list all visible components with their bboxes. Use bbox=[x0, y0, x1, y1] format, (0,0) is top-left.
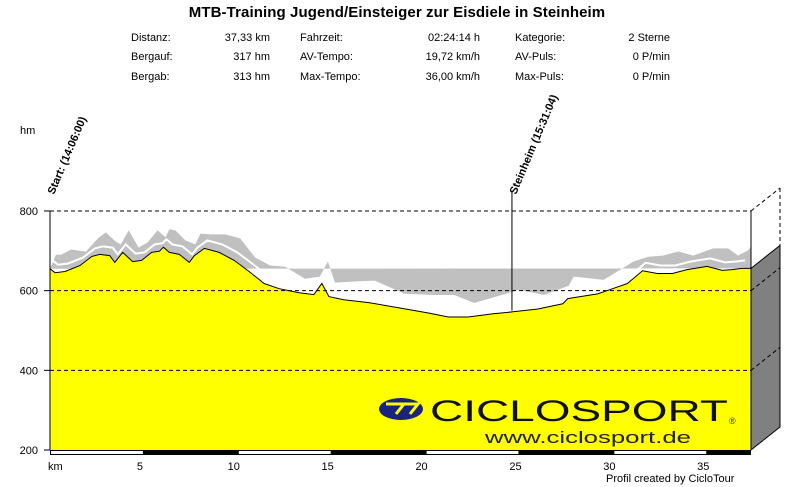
scale-bar-segment-35 bbox=[707, 451, 751, 454]
grid-line-side-800 bbox=[750, 187, 781, 212]
y-tick-label-800: 800 bbox=[20, 206, 38, 218]
stat-label-max-puls: Max-Puls: bbox=[515, 71, 564, 83]
stat-label-bergab: Bergab: bbox=[131, 71, 170, 83]
stat-label-kategorie: Kategorie: bbox=[515, 32, 566, 44]
chart-title: MTB-Training Jugend/Einsteiger zur Eisdi… bbox=[0, 4, 800, 21]
x-tick-label-15: 15 bbox=[322, 461, 334, 473]
y-tick-label-200: 200 bbox=[20, 445, 38, 457]
stat-value-bergauf: 317 hm bbox=[233, 51, 270, 63]
y-tick-label-400: 400 bbox=[20, 365, 38, 377]
scale-bar-segment-5 bbox=[143, 451, 238, 454]
scale-bar-segment-25 bbox=[519, 451, 614, 454]
x-axis-scale-bar bbox=[50, 450, 751, 455]
stat-label-bergauf: Bergauf: bbox=[131, 51, 173, 63]
stat-value-max-tempo: 36,00 km/h bbox=[425, 71, 480, 83]
stat-value-distanz: 37,33 km bbox=[224, 32, 270, 44]
scale-bar-segment-30 bbox=[614, 451, 707, 454]
chart-3d-side-face bbox=[750, 244, 781, 452]
x-tick-label-30: 30 bbox=[603, 461, 615, 473]
scale-bar-segment-15 bbox=[331, 451, 426, 454]
logo-url-text: www.ciclosport.de bbox=[483, 428, 691, 447]
logo-brand-text: CICLOSPORT bbox=[430, 395, 728, 428]
mountain-snow-line bbox=[52, 237, 746, 310]
stat-value-fahrzeit: 02:24:14 h bbox=[428, 32, 480, 44]
stat-label-distanz: Distanz: bbox=[131, 32, 171, 44]
x-tick-label-10: 10 bbox=[228, 461, 240, 473]
stat-label-av-tempo: AV-Tempo: bbox=[300, 51, 353, 63]
x-axis-unit-label: km bbox=[48, 461, 63, 473]
x-tick-label-20: 20 bbox=[415, 461, 427, 473]
y-tick-label-600: 600 bbox=[20, 286, 38, 298]
stat-value-av-puls: 0 P/min bbox=[632, 51, 670, 63]
x-tick-label-35: 35 bbox=[697, 461, 709, 473]
stat-value-max-puls: 0 P/min bbox=[632, 71, 670, 83]
elevation-area bbox=[50, 247, 751, 450]
grid-lines bbox=[50, 187, 781, 450]
chart-title-text: MTB-Training Jugend/Einsteiger zur Eisdi… bbox=[188, 4, 606, 21]
grid-line-side-400 bbox=[750, 346, 781, 371]
mountain-backdrop bbox=[50, 229, 751, 303]
waypoint-label-1: Steinheim (15:31:04) bbox=[508, 93, 561, 196]
stat-label-fahrzeit: Fahrzeit: bbox=[300, 32, 343, 44]
x-tick-label-25: 25 bbox=[509, 461, 521, 473]
x-axis-ticks: 5 10 15 20 25 30 35 bbox=[137, 461, 710, 473]
stat-label-max-tempo: Max-Tempo: bbox=[300, 71, 361, 83]
footer-credit: Profil created by CicloTour bbox=[606, 473, 735, 485]
grid-line-side-600 bbox=[750, 267, 781, 292]
scale-bar-segment-0 bbox=[51, 451, 143, 454]
scale-bar-segment-20 bbox=[426, 451, 519, 454]
elevation-line bbox=[49, 246, 751, 318]
logo-emblem-mark bbox=[386, 402, 422, 415]
stat-value-av-tempo: 19,72 km/h bbox=[425, 51, 480, 63]
stat-label-av-puls: AV-Puls: bbox=[515, 51, 557, 63]
scale-bar-segment-10 bbox=[238, 451, 331, 454]
x-tick-label-5: 5 bbox=[137, 461, 143, 473]
stat-value-kategorie: 2 Sterne bbox=[628, 32, 670, 44]
waypoint-label-0: Start: (14:06:00) bbox=[46, 115, 90, 197]
y-axis-ticks: 200 400 600 800 bbox=[20, 206, 50, 457]
logo-registered-mark: ® bbox=[729, 416, 736, 426]
stat-value-bergab: 313 hm bbox=[233, 71, 270, 83]
y-axis-unit-label: hm bbox=[20, 125, 35, 137]
ciclosport-logo: CICLOSPORT ® www.ciclosport.de bbox=[379, 395, 736, 447]
